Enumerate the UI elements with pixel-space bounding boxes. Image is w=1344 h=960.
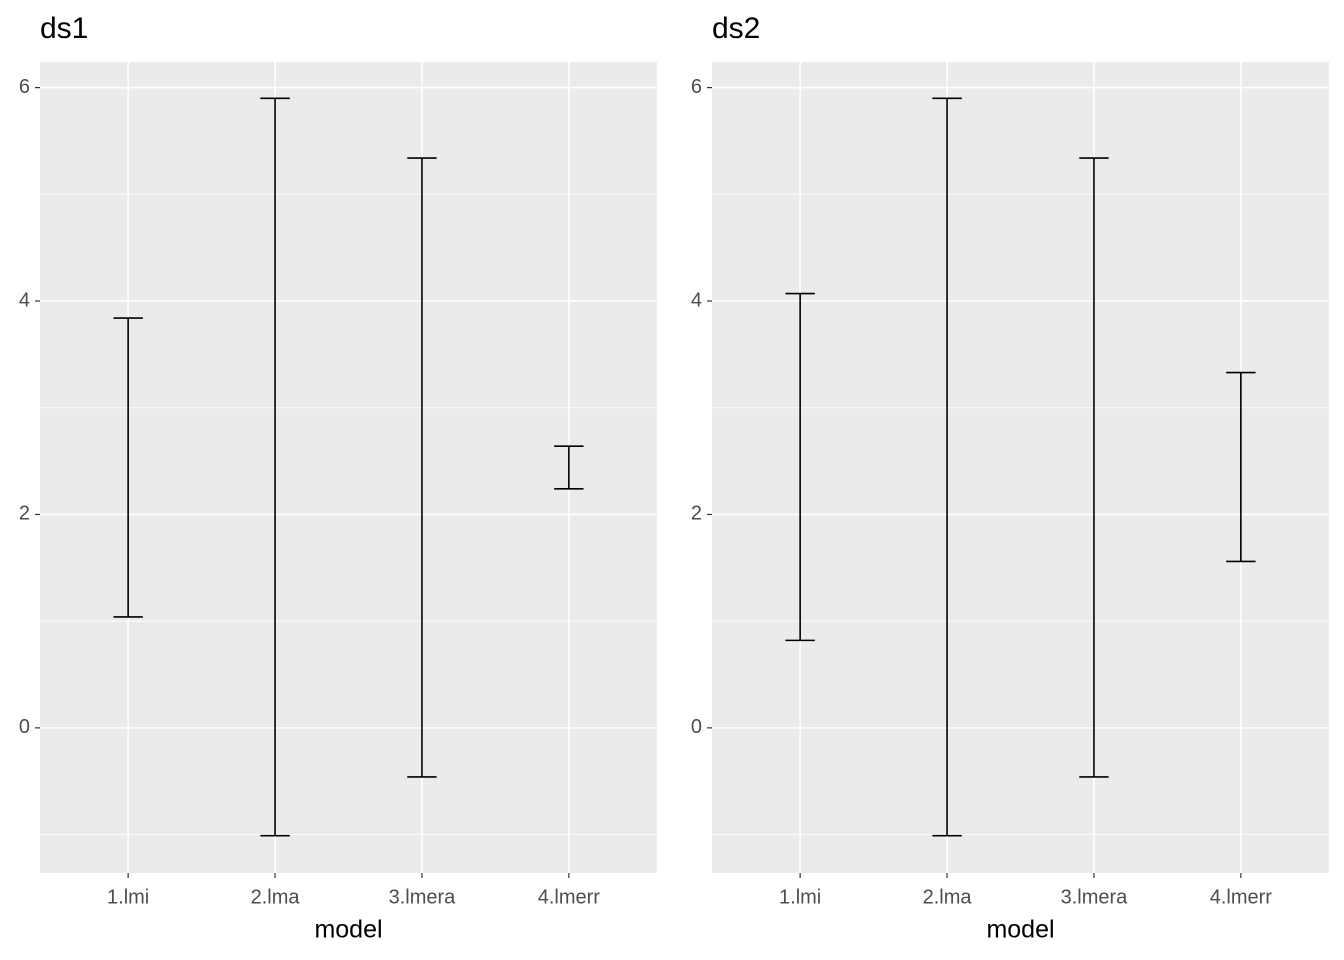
y-tick-label: 4 bbox=[19, 289, 30, 311]
y-tick-label: 0 bbox=[19, 716, 30, 738]
x-tick-label: 4.lmerr bbox=[538, 886, 601, 908]
y-tick-label: 0 bbox=[691, 716, 702, 738]
x-axis-title: model bbox=[986, 916, 1054, 944]
x-tick-label: 2.lma bbox=[923, 886, 973, 908]
x-tick-label: 2.lma bbox=[251, 886, 301, 908]
panel-background bbox=[712, 62, 1329, 873]
x-tick-label: 3.lmera bbox=[1061, 886, 1129, 908]
y-tick-label: 6 bbox=[19, 76, 30, 98]
chart-title: ds1 bbox=[40, 12, 88, 45]
x-tick-label: 3.lmera bbox=[389, 886, 457, 908]
chart-title: ds2 bbox=[712, 12, 760, 45]
x-axis-title: model bbox=[314, 916, 382, 944]
x-tick-label: 4.lmerr bbox=[1210, 886, 1273, 908]
y-tick-label: 6 bbox=[691, 76, 702, 98]
y-tick-label: 4 bbox=[691, 289, 702, 311]
y-tick-label: 2 bbox=[19, 503, 30, 525]
x-tick-label: 1.lmi bbox=[779, 886, 821, 908]
x-tick-label: 1.lmi bbox=[107, 886, 149, 908]
panel-background bbox=[40, 62, 657, 873]
y-tick-label: 2 bbox=[691, 503, 702, 525]
